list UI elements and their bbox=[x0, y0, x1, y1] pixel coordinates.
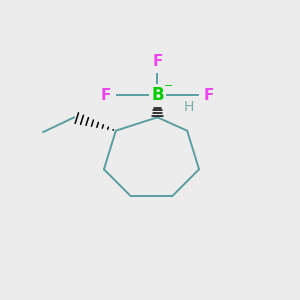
Text: F: F bbox=[152, 54, 163, 69]
Text: H: H bbox=[184, 100, 194, 114]
Text: B: B bbox=[151, 86, 164, 104]
Text: −: − bbox=[164, 81, 173, 91]
Text: F: F bbox=[204, 88, 214, 103]
Text: F: F bbox=[100, 88, 111, 103]
